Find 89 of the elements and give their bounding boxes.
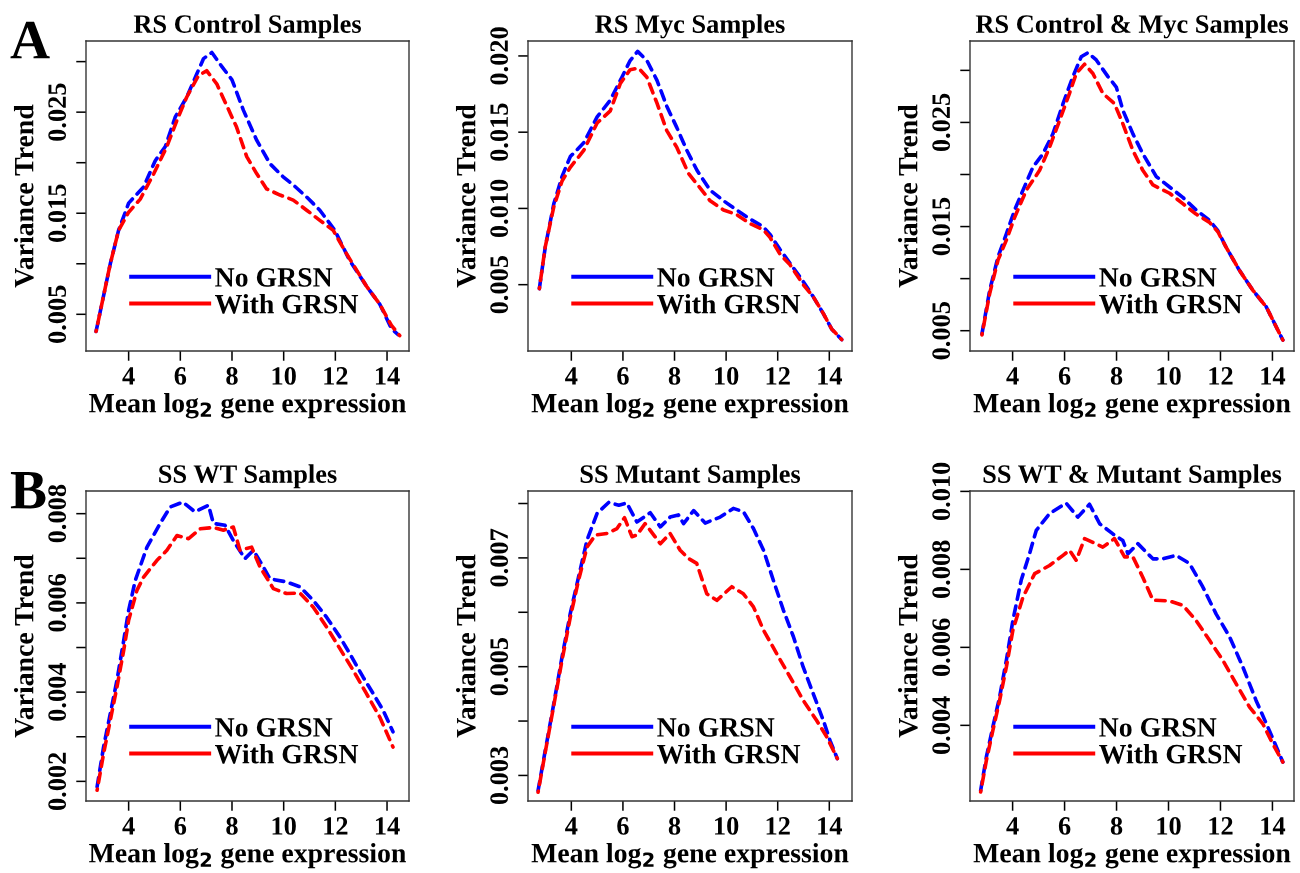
x-axis-title: Mean log$_{2}$ gene expression [973, 842, 1291, 869]
y-tick-label: 0.008 [932, 540, 951, 599]
x-tick-label: 14 [818, 817, 842, 835]
y-tick-label: 0.004 [48, 662, 67, 721]
x-tick-label: 14 [818, 367, 842, 385]
x-tick-label: 8 [668, 367, 681, 385]
y-axis-title: Variance Trend [897, 104, 918, 288]
x-tick-label: 6 [174, 817, 187, 835]
y-tick-label: 0.004 [932, 696, 951, 755]
y-tick-label: 0.005 [490, 637, 509, 696]
y-axis-title: Variance Trend [13, 554, 34, 738]
x-tick-label: 14 [375, 367, 400, 385]
legend-label: With GRSN [215, 293, 359, 314]
x-axis-title: Mean log$_{2}$ gene expression [89, 842, 406, 869]
y-tick-label: 0.007 [490, 528, 509, 587]
y-tick-label: 0.025 [932, 93, 951, 152]
legend-label: No GRSN [657, 718, 775, 737]
x-axis-title: Mean log$_{2}$ gene expression [89, 392, 406, 419]
x-tick-label: 12 [1209, 367, 1233, 385]
x-tick-label: 12 [324, 367, 348, 385]
y-tick-label: 0.005 [932, 301, 951, 360]
y-tick-label: 0.025 [48, 83, 67, 141]
x-tick-label: 4 [565, 817, 578, 835]
x-tick-label: 4 [1006, 817, 1019, 835]
x-tick-label: 4 [122, 367, 135, 385]
x-tick-label: 12 [766, 817, 790, 835]
y-tick-label: 0.008 [48, 484, 67, 543]
y-tick-label: 0.015 [48, 184, 67, 242]
x-tick-label: 10 [715, 367, 739, 385]
legend-label: No GRSN [1099, 718, 1217, 737]
x-tick-label: 12 [766, 367, 790, 385]
x-tick-label: 14 [1261, 367, 1286, 385]
legend-label: With GRSN [215, 743, 359, 764]
x-tick-label: 10 [1157, 367, 1181, 385]
chart-title: SS WT Samples [159, 464, 337, 489]
legend-label: With GRSN [1099, 743, 1243, 764]
x-tick-label: 14 [375, 817, 400, 835]
x-axis-title: Mean log$_{2}$ gene expression [531, 392, 849, 419]
legend-label: No GRSN [215, 268, 333, 287]
x-axis-title: Mean log$_{2}$ gene expression [973, 392, 1291, 419]
x-tick-label: 8 [226, 817, 238, 835]
y-tick-label: 0.005 [490, 255, 509, 314]
x-tick-label: 8 [226, 367, 238, 385]
text: B [10, 471, 46, 509]
y-tick-label: 0.005 [48, 285, 67, 343]
x-tick-label: 10 [272, 817, 296, 835]
y-axis-title: Variance Trend [455, 554, 476, 738]
y-tick-label: 0.020 [490, 27, 509, 85]
x-tick-label: 10 [1157, 817, 1181, 835]
chart-title: RS Control Samples [133, 14, 361, 39]
y-tick-label: 0.006 [932, 618, 951, 677]
legend-label: No GRSN [657, 268, 775, 287]
x-tick-label: 6 [1058, 817, 1071, 835]
x-tick-label: 6 [617, 367, 629, 385]
x-tick-label: 6 [617, 817, 629, 835]
x-tick-label: 6 [174, 367, 187, 385]
legend-label: No GRSN [1099, 268, 1217, 287]
y-axis-title: Variance Trend [13, 104, 34, 288]
y-axis-title: Variance Trend [455, 104, 476, 288]
chart-title: SS Mutant Samples [580, 464, 801, 489]
x-tick-label: 8 [1110, 367, 1123, 385]
y-tick-label: 0.006 [48, 573, 67, 632]
legend-label: With GRSN [657, 743, 801, 764]
x-tick-label: 8 [668, 817, 681, 835]
y-tick-label: 0.010 [932, 462, 951, 521]
chart-title: SS WT & Mutant Samples [983, 464, 1282, 489]
legend-label: No GRSN [215, 718, 333, 737]
legend-label: With GRSN [1099, 293, 1243, 314]
y-tick-label: 0.015 [932, 197, 951, 256]
x-tick-label: 6 [1058, 367, 1071, 385]
x-tick-label: 14 [1261, 817, 1286, 835]
y-tick-label: 0.003 [490, 746, 509, 805]
x-tick-label: 4 [1006, 367, 1019, 385]
legend-label: With GRSN [657, 293, 801, 314]
y-tick-label: 0.010 [490, 179, 509, 238]
x-tick-label: 8 [1110, 817, 1123, 835]
chart-title: RS Myc Samples [595, 14, 785, 39]
x-tick-label: 12 [1209, 817, 1233, 835]
x-tick-label: 4 [122, 817, 135, 835]
text: A [10, 21, 50, 59]
chart-title: RS Control & Myc Samples [975, 14, 1288, 39]
x-tick-label: 4 [565, 367, 578, 385]
x-tick-label: 10 [715, 817, 739, 835]
x-tick-label: 12 [324, 817, 348, 835]
y-tick-label: 0.002 [48, 752, 67, 811]
y-axis-title: Variance Trend [897, 554, 918, 738]
y-tick-label: 0.015 [490, 103, 509, 161]
x-axis-title: Mean log$_{2}$ gene expression [531, 842, 849, 869]
x-tick-label: 10 [272, 367, 296, 385]
